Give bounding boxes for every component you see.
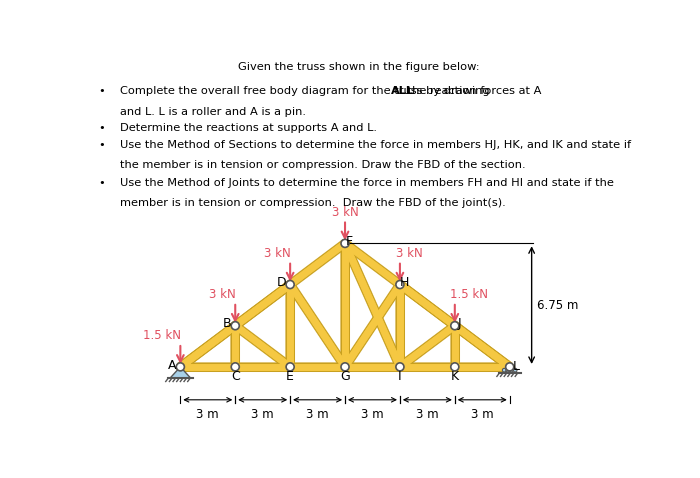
Circle shape [286,281,294,289]
Text: H: H [400,276,410,289]
Text: 3 m: 3 m [307,408,329,421]
Text: F: F [346,235,354,248]
Text: Determine the reactions at supports A and L.: Determine the reactions at supports A an… [120,123,377,132]
Circle shape [396,281,404,289]
Polygon shape [170,367,190,378]
Text: the member is in tension or compression. Draw the FBD of the section.: the member is in tension or compression.… [120,160,526,170]
Circle shape [341,363,349,371]
Circle shape [510,369,513,372]
Text: 3 kN: 3 kN [395,247,422,260]
Text: Use the Method of Joints to determine the force in members FH and HI and state i: Use the Method of Joints to determine th… [120,178,614,188]
Text: 6.75 m: 6.75 m [537,299,578,312]
Text: L: L [512,360,519,373]
Text: 3 m: 3 m [416,408,439,421]
Circle shape [503,369,506,372]
Circle shape [505,363,514,371]
Text: 3 kN: 3 kN [264,247,290,260]
Text: 3 kN: 3 kN [209,288,236,301]
Text: 1.5 kN: 1.5 kN [143,329,181,342]
Text: member is in tension or compression.  Draw the FBD of the joint(s).: member is in tension or compression. Dra… [120,198,506,208]
Text: 3 m: 3 m [471,408,493,421]
Text: •: • [98,123,105,132]
Text: 1.5 kN: 1.5 kN [450,288,489,301]
Text: and L. L is a roller and A is a pin.: and L. L is a roller and A is a pin. [120,107,306,117]
Text: •: • [98,87,105,97]
Circle shape [451,322,458,330]
Text: ALL: ALL [391,87,414,97]
Circle shape [506,369,510,372]
Text: 3 m: 3 m [361,408,384,421]
Circle shape [513,369,517,372]
Circle shape [286,363,294,371]
Text: 3 kN: 3 kN [332,206,358,218]
Text: D: D [277,276,287,289]
Text: B: B [223,317,231,330]
Circle shape [341,239,349,248]
Circle shape [176,363,184,371]
Text: Use the Method of Sections to determine the force in members HJ, HK, and IK and : Use the Method of Sections to determine … [120,140,631,150]
Text: Given the truss shown in the figure below:: Given the truss shown in the figure belo… [238,62,480,72]
Text: C: C [231,370,239,383]
Text: I: I [398,370,402,383]
Text: •: • [98,140,105,150]
Circle shape [231,363,239,371]
Text: E: E [286,370,294,383]
Text: the reaction forces at A: the reaction forces at A [404,87,541,97]
Text: K: K [451,370,459,383]
Text: J: J [458,317,461,330]
Text: A: A [168,359,176,372]
Text: G: G [340,370,350,383]
Circle shape [396,363,404,371]
Text: 3 m: 3 m [251,408,274,421]
Text: •: • [98,178,105,188]
Circle shape [451,363,458,371]
Text: Complete the overall free body diagram for the truss by drawing: Complete the overall free body diagram f… [120,87,493,97]
Circle shape [231,322,239,330]
Text: 3 m: 3 m [197,408,219,421]
